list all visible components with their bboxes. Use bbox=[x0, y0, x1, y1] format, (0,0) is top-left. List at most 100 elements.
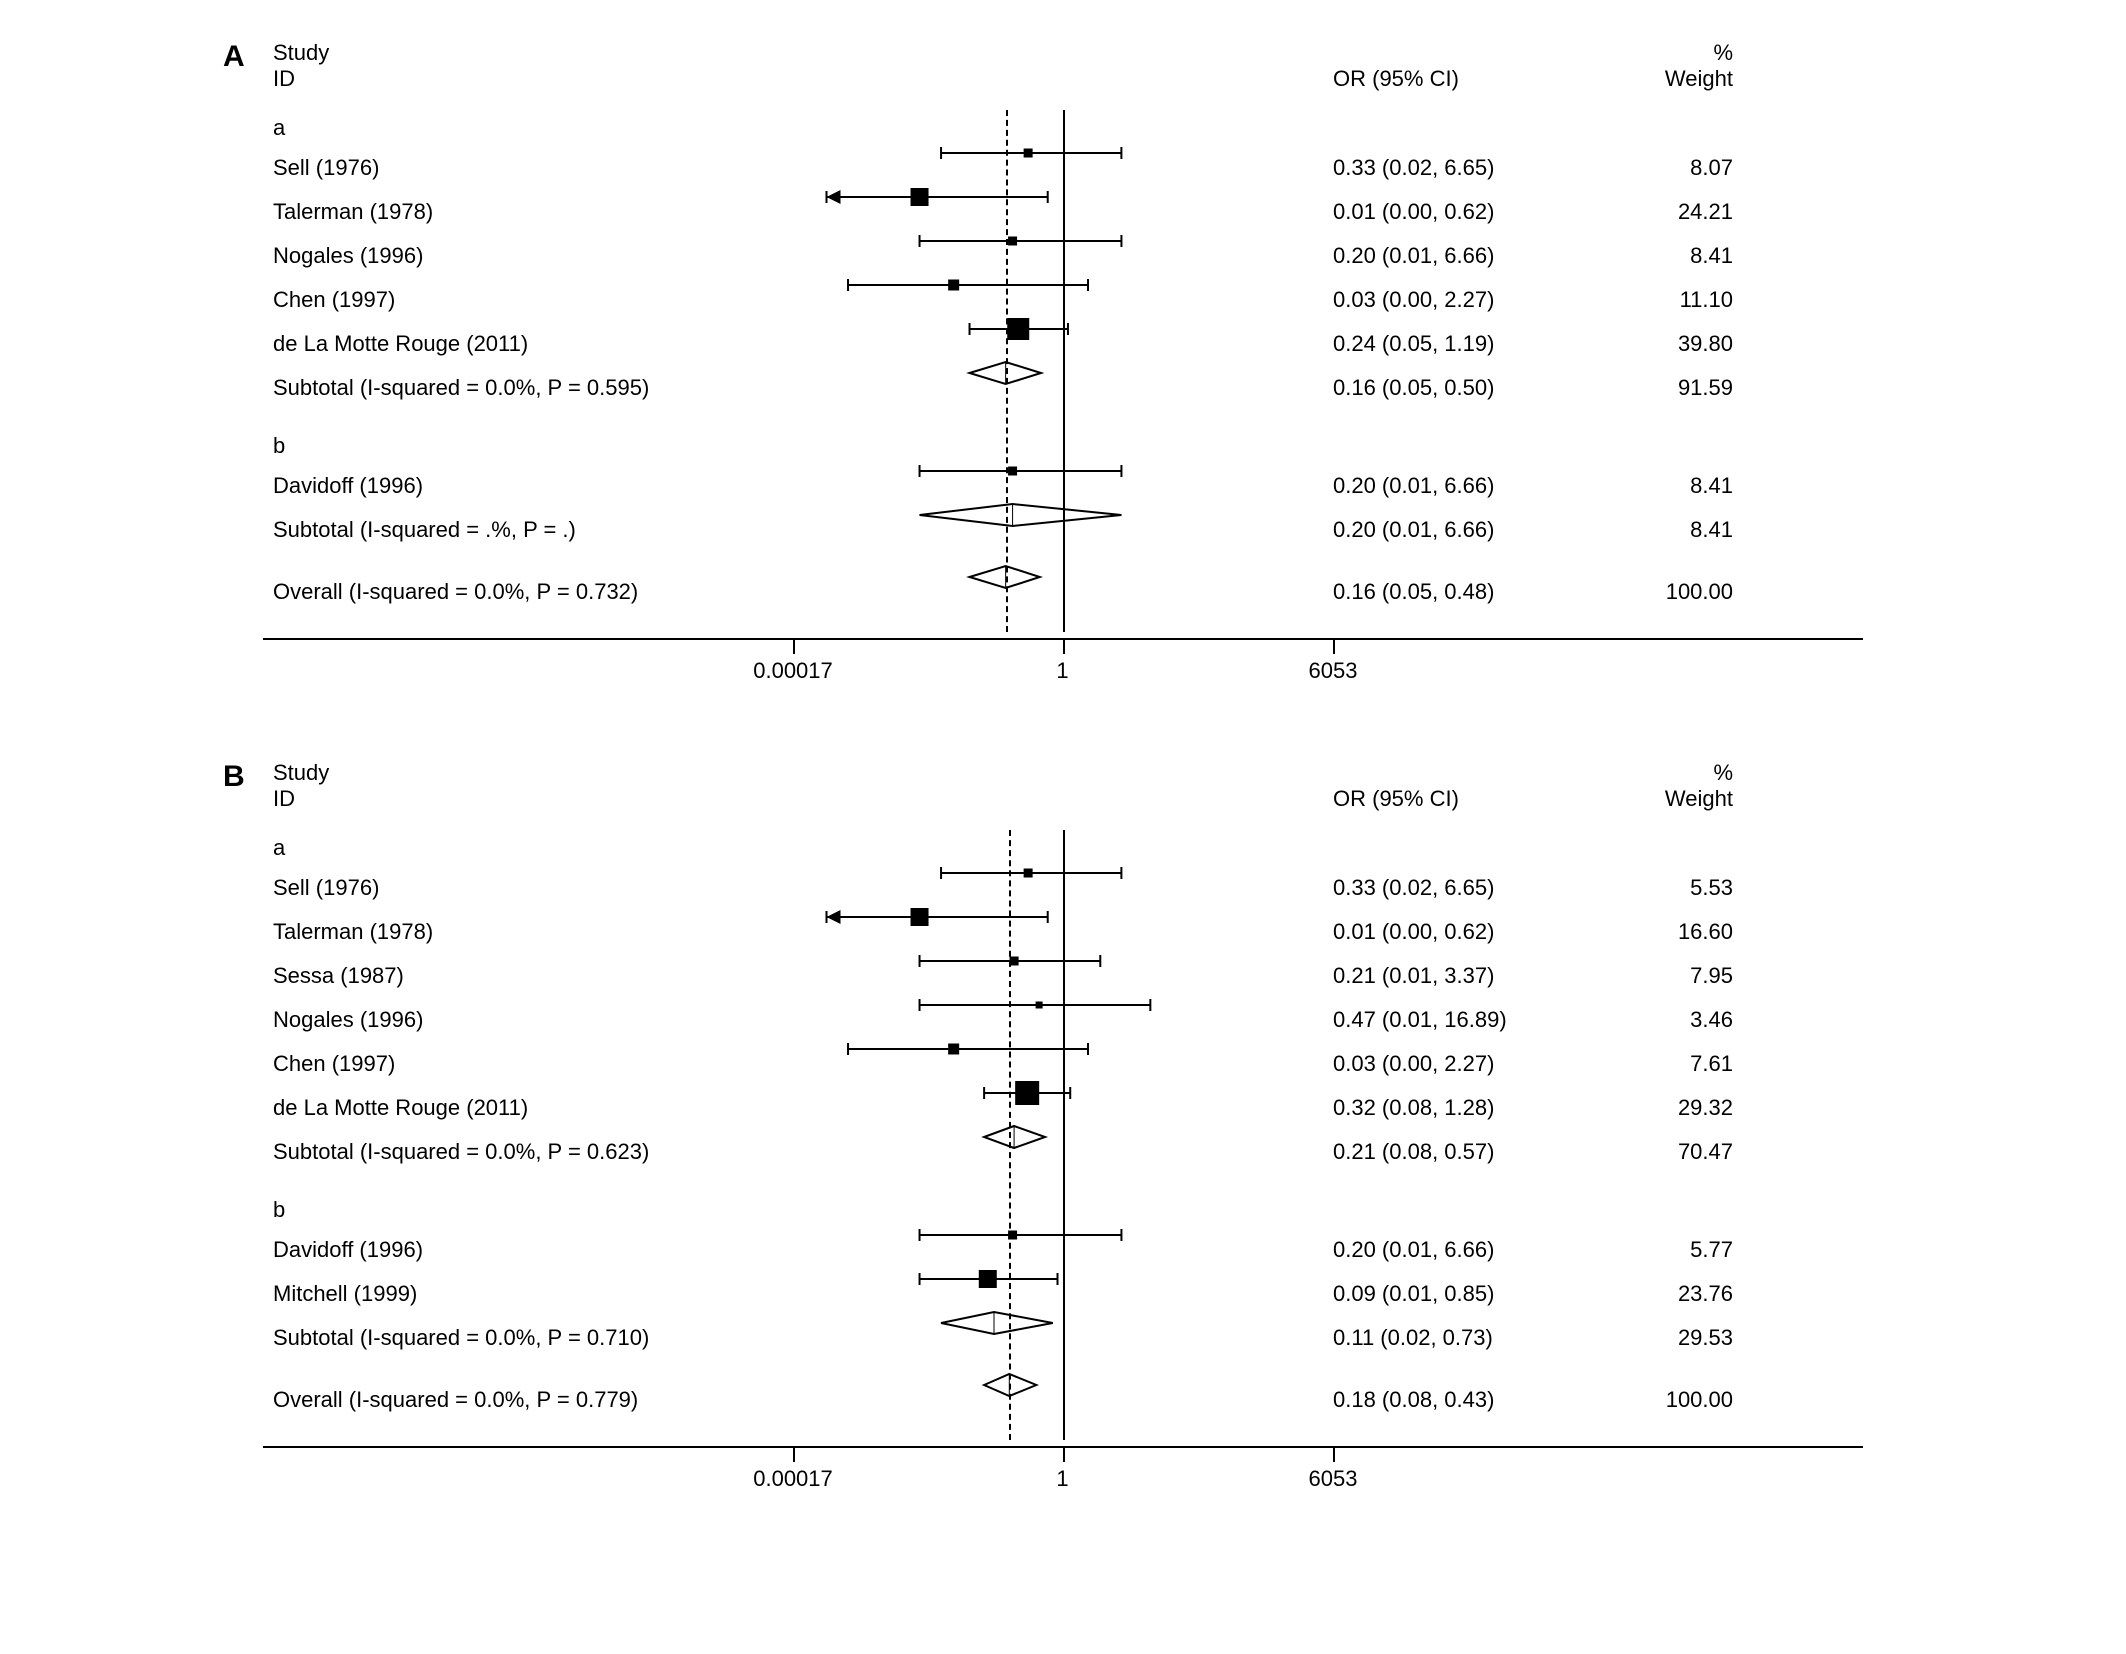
subtotal-row: Subtotal (I-squared = 0.0%, P = 0.710) 0… bbox=[263, 1316, 1863, 1360]
study-or: 0.03 (0.00, 2.27) bbox=[1333, 287, 1593, 313]
subtotal-row: Subtotal (I-squared = .%, P = .) 0.20 (0… bbox=[263, 508, 1863, 552]
group-label: b bbox=[263, 1192, 1863, 1228]
study-name: Nogales (1996) bbox=[263, 243, 793, 269]
axis-tick bbox=[1063, 1448, 1065, 1462]
study-row: Nogales (1996) 0.20 (0.01, 6.66) 8.41 bbox=[263, 234, 1863, 278]
subtotal-label: Subtotal (I-squared = 0.0%, P = 0.623) bbox=[263, 1139, 793, 1165]
study-marker bbox=[793, 1228, 1333, 1272]
study-row: Chen (1997) 0.03 (0.00, 2.27) 11.10 bbox=[263, 278, 1863, 322]
study-weight: 8.07 bbox=[1593, 155, 1743, 181]
subtotal-row: Subtotal (I-squared = 0.0%, P = 0.623) 0… bbox=[263, 1130, 1863, 1174]
study-or: 0.20 (0.01, 6.66) bbox=[1333, 473, 1593, 499]
study-weight: 11.10 bbox=[1593, 287, 1743, 313]
study-or: 0.32 (0.08, 1.28) bbox=[1333, 1095, 1593, 1121]
study-marker bbox=[793, 146, 1333, 190]
header-row: ID OR (95% CI) Weight bbox=[263, 66, 1863, 92]
header-row: Study % bbox=[263, 40, 1863, 66]
study-weight: 3.46 bbox=[1593, 1007, 1743, 1033]
plot-rows: aSell (1976) 0.33 (0.02, 6.65) 8.07 Taler… bbox=[263, 110, 1863, 632]
axis-tick-label: 1 bbox=[1056, 658, 1068, 684]
study-row: Davidoff (1996) 0.20 (0.01, 6.66) 5.77 bbox=[263, 1228, 1863, 1272]
study-name: de La Motte Rouge (2011) bbox=[263, 331, 793, 357]
overall-diamond bbox=[793, 570, 1333, 614]
study-marker bbox=[793, 1272, 1333, 1316]
subtotal-or: 0.21 (0.08, 0.57) bbox=[1333, 1139, 1593, 1165]
study-name: Talerman (1978) bbox=[263, 919, 793, 945]
study-or: 0.20 (0.01, 6.66) bbox=[1333, 1237, 1593, 1263]
header-weight: Weight bbox=[1593, 66, 1743, 92]
header-study: Study bbox=[263, 760, 793, 786]
overall-label: Overall (I-squared = 0.0%, P = 0.732) bbox=[263, 579, 793, 605]
study-row: Sessa (1987) 0.21 (0.01, 3.37) 7.95 bbox=[263, 954, 1863, 998]
study-name: Davidoff (1996) bbox=[263, 1237, 793, 1263]
overall-label: Overall (I-squared = 0.0%, P = 0.779) bbox=[263, 1387, 793, 1413]
subtotal-diamond bbox=[793, 366, 1333, 410]
study-name: Davidoff (1996) bbox=[263, 473, 793, 499]
header-weight: Weight bbox=[1593, 786, 1743, 812]
header-or bbox=[1333, 40, 1593, 66]
study-or: 0.09 (0.01, 0.85) bbox=[1333, 1281, 1593, 1307]
subtotal-row: Subtotal (I-squared = 0.0%, P = 0.595) 0… bbox=[263, 366, 1863, 410]
study-or: 0.01 (0.00, 0.62) bbox=[1333, 919, 1593, 945]
group-label: a bbox=[263, 830, 1863, 866]
study-weight: 5.53 bbox=[1593, 875, 1743, 901]
study-or: 0.20 (0.01, 6.66) bbox=[1333, 243, 1593, 269]
study-weight: 7.95 bbox=[1593, 963, 1743, 989]
study-marker bbox=[793, 322, 1333, 366]
study-name: Talerman (1978) bbox=[263, 199, 793, 225]
study-weight: 16.60 bbox=[1593, 919, 1743, 945]
study-name: Chen (1997) bbox=[263, 287, 793, 313]
header-id: ID bbox=[263, 786, 793, 812]
overall-or: 0.18 (0.08, 0.43) bbox=[1333, 1387, 1593, 1413]
header-wt: % bbox=[1593, 760, 1743, 786]
subtotal-weight: 29.53 bbox=[1593, 1325, 1743, 1351]
group-label: b bbox=[263, 428, 1863, 464]
header-study: Study bbox=[263, 40, 793, 66]
study-or: 0.33 (0.02, 6.65) bbox=[1333, 155, 1593, 181]
study-row: Mitchell (1999) 0.09 (0.01, 0.85) 23.76 bbox=[263, 1272, 1863, 1316]
subtotal-label: Subtotal (I-squared = .%, P = .) bbox=[263, 517, 793, 543]
axis-tick-label: 1 bbox=[1056, 1466, 1068, 1492]
header-row: Study % bbox=[263, 760, 1863, 786]
overall-row: Overall (I-squared = 0.0%, P = 0.732) 0.… bbox=[263, 570, 1863, 614]
group-label: a bbox=[263, 110, 1863, 146]
study-row: Chen (1997) 0.03 (0.00, 2.27) 7.61 bbox=[263, 1042, 1863, 1086]
axis-tick bbox=[1063, 640, 1065, 654]
study-weight: 5.77 bbox=[1593, 1237, 1743, 1263]
study-weight: 39.80 bbox=[1593, 331, 1743, 357]
header-id: ID bbox=[263, 66, 793, 92]
study-marker bbox=[793, 1086, 1333, 1130]
header-or-ci: OR (95% CI) bbox=[1333, 786, 1593, 812]
forest-panel: AStudy %ID OR (95% CI) WeightaSell (1976… bbox=[263, 40, 1863, 700]
study-or: 0.33 (0.02, 6.65) bbox=[1333, 875, 1593, 901]
study-name: Chen (1997) bbox=[263, 1051, 793, 1077]
study-marker bbox=[793, 234, 1333, 278]
subtotal-diamond bbox=[793, 1130, 1333, 1174]
study-row: Nogales (1996) 0.47 (0.01, 16.89) 3.46 bbox=[263, 998, 1863, 1042]
study-row: de La Motte Rouge (2011) 0.32 (0.08, 1.2… bbox=[263, 1086, 1863, 1130]
subtotal-or: 0.11 (0.02, 0.73) bbox=[1333, 1325, 1593, 1351]
study-or: 0.03 (0.00, 2.27) bbox=[1333, 1051, 1593, 1077]
study-row: Sell (1976) 0.33 (0.02, 6.65) 8.07 bbox=[263, 146, 1863, 190]
subtotal-weight: 91.59 bbox=[1593, 375, 1743, 401]
study-marker bbox=[793, 464, 1333, 508]
subtotal-label: Subtotal (I-squared = 0.0%, P = 0.595) bbox=[263, 375, 793, 401]
study-or: 0.47 (0.01, 16.89) bbox=[1333, 1007, 1593, 1033]
forest-panel: BStudy %ID OR (95% CI) WeightaSell (1976… bbox=[263, 760, 1863, 1508]
subtotal-weight: 8.41 bbox=[1593, 517, 1743, 543]
axis-tick-label: 6053 bbox=[1309, 658, 1358, 684]
study-or: 0.24 (0.05, 1.19) bbox=[1333, 331, 1593, 357]
study-or: 0.21 (0.01, 3.37) bbox=[1333, 963, 1593, 989]
study-name: Sessa (1987) bbox=[263, 963, 793, 989]
header-wt: % bbox=[1593, 40, 1743, 66]
axis-tick bbox=[793, 1448, 795, 1462]
subtotal-label: Subtotal (I-squared = 0.0%, P = 0.710) bbox=[263, 1325, 793, 1351]
overall-weight: 100.00 bbox=[1593, 1387, 1743, 1413]
axis-tick-label: 6053 bbox=[1309, 1466, 1358, 1492]
study-marker bbox=[793, 910, 1333, 954]
header-or-ci: OR (95% CI) bbox=[1333, 66, 1593, 92]
subtotal-or: 0.20 (0.01, 6.66) bbox=[1333, 517, 1593, 543]
axis-tick bbox=[1333, 1448, 1335, 1462]
study-weight: 8.41 bbox=[1593, 243, 1743, 269]
study-row: Sell (1976) 0.33 (0.02, 6.65) 5.53 bbox=[263, 866, 1863, 910]
